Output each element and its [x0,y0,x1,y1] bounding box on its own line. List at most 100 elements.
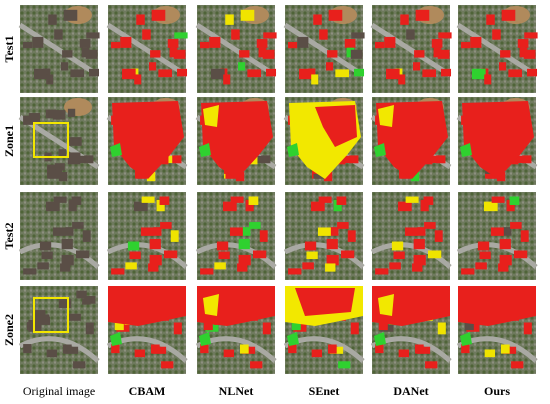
building [53,196,67,203]
building [58,299,72,308]
building [245,199,254,212]
segmentation-green [199,332,211,346]
building [326,254,339,266]
image-tile [106,97,188,185]
building [28,113,41,122]
image-tile [370,5,452,93]
building [151,9,166,21]
building [70,69,84,78]
building [111,268,125,275]
segmentation-green [287,143,299,157]
building [250,361,263,369]
road [283,22,365,78]
building [500,50,511,58]
building [76,290,87,299]
building [326,62,334,71]
building [216,241,229,251]
segmentation-yellow [378,105,394,127]
col-label: DANet [393,384,428,398]
building [297,36,309,48]
building [218,251,230,260]
col-label: SEnet [309,384,340,398]
building [133,201,148,212]
building [398,74,406,85]
building [225,14,234,25]
building [311,349,323,358]
building [23,268,37,275]
building [335,69,349,78]
building [325,263,336,272]
building [125,262,137,270]
building [149,62,157,71]
segmentation-green [374,332,386,346]
building [336,196,347,205]
building [258,47,267,58]
image-tile [370,97,452,185]
building [347,230,356,242]
building [47,164,56,174]
building [498,263,509,272]
building [313,14,322,25]
building [62,50,73,58]
building [427,250,442,259]
building [398,349,410,358]
building [434,230,443,242]
building [62,344,72,354]
zoom-box [33,122,69,158]
building [436,155,446,164]
building [484,349,496,358]
building [79,39,91,48]
building [150,50,161,58]
building [238,62,246,71]
building [472,68,486,80]
building [262,49,275,59]
building [60,263,71,272]
building [81,47,90,58]
building [229,227,243,236]
building [61,62,69,71]
building [146,171,156,182]
building [522,155,532,164]
building [156,199,165,212]
image-tile [18,5,100,93]
building [461,268,475,275]
building [265,68,277,77]
building [58,171,68,182]
building [230,196,244,203]
building [349,155,359,164]
building [72,222,84,229]
building [420,199,429,212]
road [18,22,100,78]
building [203,322,213,331]
building [136,14,145,25]
building [422,69,436,78]
segmentation-yellow [203,105,219,127]
building [415,9,430,21]
building [319,29,328,40]
building [134,349,146,358]
building [32,310,46,322]
building [338,361,351,369]
building [437,322,446,335]
building [263,32,277,39]
building [161,361,174,369]
building [461,344,470,354]
building [48,14,57,25]
building [68,199,77,212]
building [63,9,78,21]
building [327,344,337,354]
building [288,41,298,49]
building [239,344,249,354]
building [410,171,420,182]
building [237,263,248,272]
image-tile [456,192,538,280]
segmentation-yellow [378,294,394,316]
col-label: CBAM [129,384,166,398]
building [431,39,443,48]
building [67,152,81,165]
segmentation-region [112,101,184,179]
building [333,199,342,212]
image-tile [195,5,277,93]
building [214,262,226,270]
